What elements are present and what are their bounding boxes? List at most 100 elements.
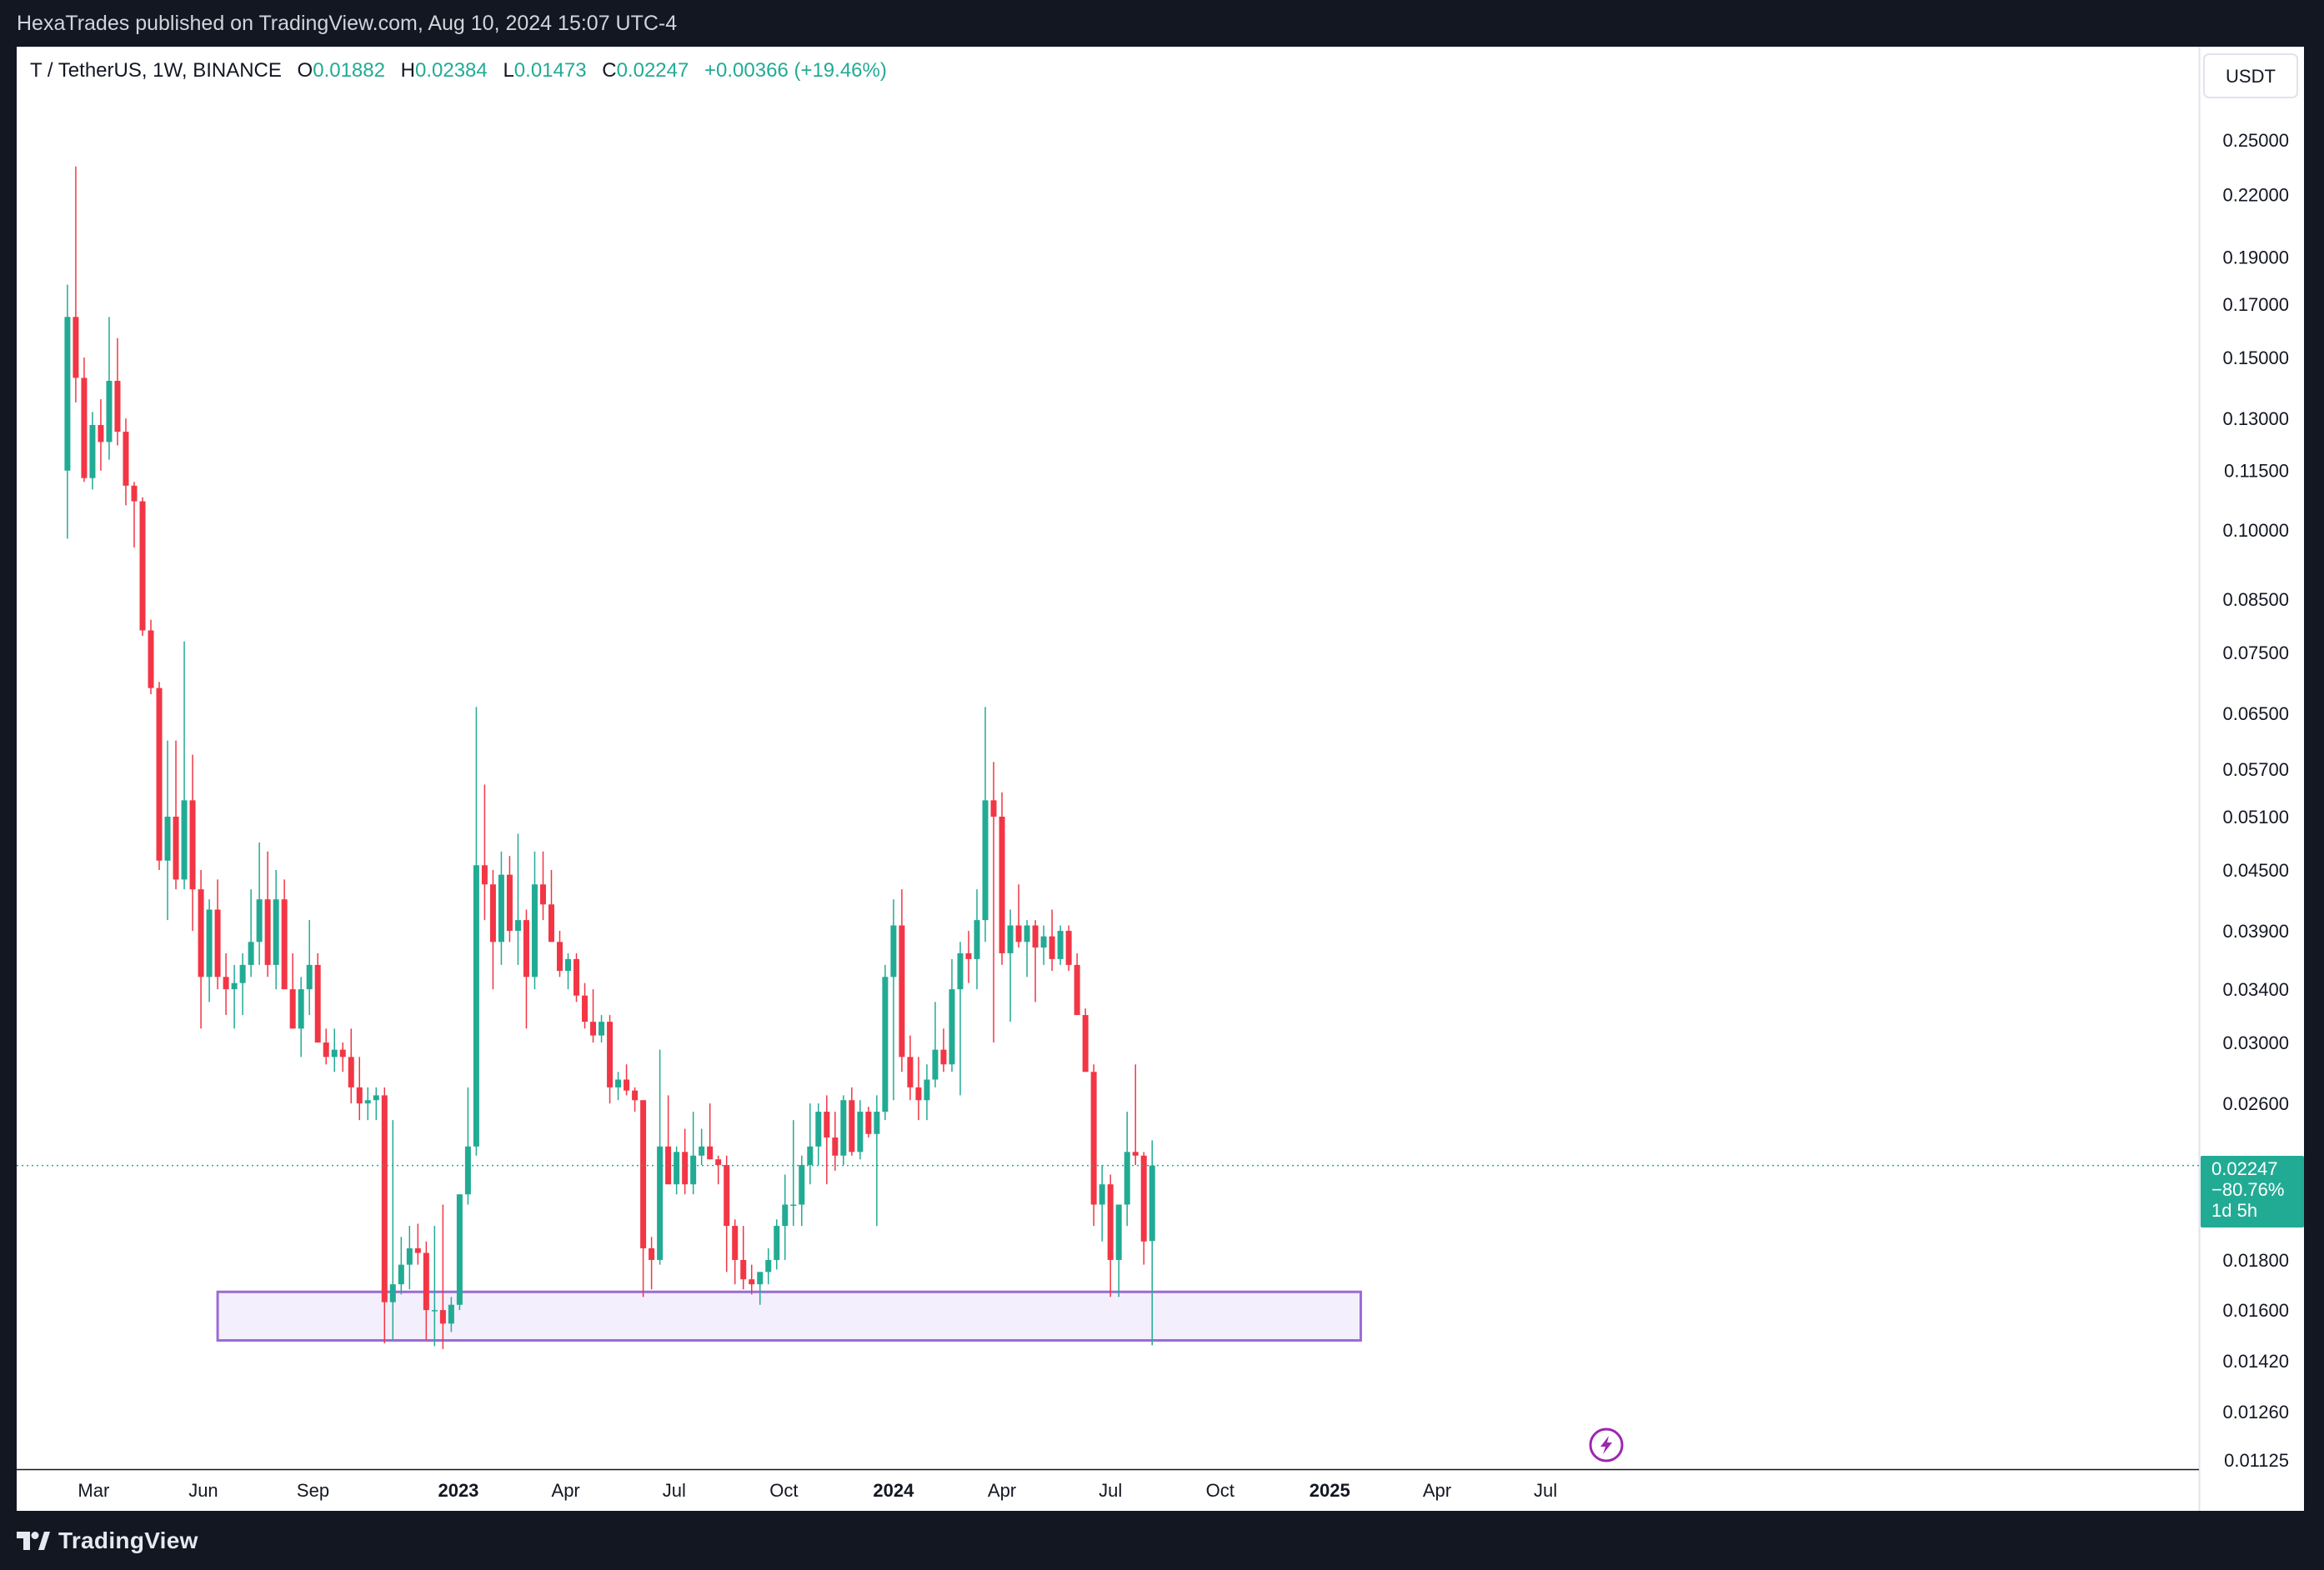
candle (949, 958, 955, 1072)
candle (757, 1272, 764, 1305)
time-tick-label: Sep (297, 1480, 329, 1501)
candle-body (1107, 1184, 1114, 1260)
candle-body (599, 1022, 605, 1036)
candle (832, 1112, 839, 1171)
currency-box[interactable] (2203, 53, 2298, 98)
candle-body (1149, 1165, 1155, 1242)
candle (214, 879, 221, 990)
price-tick-label: 0.04500 (2222, 860, 2289, 881)
candle (1057, 925, 1064, 965)
candle-body (1132, 1152, 1139, 1156)
candle-body (1057, 931, 1064, 959)
candle-body (506, 874, 513, 932)
candle (640, 1100, 647, 1298)
candle-body (799, 1164, 805, 1205)
publisher-text: HexaTrades published on TradingView.com,… (17, 12, 678, 35)
candle-body (389, 1284, 396, 1302)
candle-body (1040, 936, 1047, 948)
candle-body (348, 1057, 354, 1088)
candle (615, 1072, 622, 1101)
candle (824, 1095, 830, 1185)
candle-body (123, 432, 129, 486)
candle (782, 1174, 789, 1260)
footer-bar: TradingView (0, 1510, 2324, 1570)
candle-body (439, 1310, 446, 1324)
candle-body (473, 865, 479, 1147)
candle (974, 889, 980, 990)
candle (356, 1057, 363, 1121)
time-axis[interactable]: Mar Jun Sep 2023 Apr Jul Oct 2024 Apr Jul Oct 2025 A… (78, 1480, 1557, 1501)
candle (907, 1035, 914, 1101)
open-value: 0.01882 (313, 59, 385, 82)
candle (715, 1155, 722, 1185)
candle (164, 740, 171, 921)
candle (1132, 1064, 1139, 1165)
price-tick-label: 0.13000 (2222, 408, 2289, 429)
candle (799, 1155, 805, 1227)
candle-body (890, 925, 897, 978)
close-value: 0.02247 (616, 59, 689, 82)
candle (81, 358, 88, 482)
price-tick-label: 0.05100 (2222, 807, 2289, 828)
tradingview-logo[interactable]: TradingView (17, 1528, 198, 1553)
candlestick-chart[interactable]: 0.280000.250000.220000.190000.170000.150… (17, 48, 2304, 1511)
support-zone-layer (216, 1290, 1362, 1342)
candle-body (364, 1100, 371, 1104)
candle-body (531, 884, 538, 978)
chart-frame: 0.280000.250000.220000.190000.170000.150… (17, 47, 2304, 1511)
candle-body (423, 1252, 429, 1311)
candle (857, 1100, 864, 1160)
candle-body (1032, 925, 1039, 948)
price-tick-label: 0.17000 (2222, 294, 2289, 315)
candle (548, 869, 554, 942)
candle (439, 1204, 446, 1349)
candle-body (1090, 1072, 1097, 1205)
price-tick-label: 0.15000 (2222, 348, 2289, 368)
candle (573, 952, 580, 1002)
candle-body (189, 800, 196, 890)
candle-body (757, 1272, 764, 1285)
candle (740, 1226, 747, 1290)
candle-body (281, 899, 288, 990)
candle-body (657, 1146, 664, 1260)
candle (682, 1128, 689, 1195)
candle-body (957, 952, 964, 990)
candle-body (807, 1146, 814, 1165)
price-axis[interactable]: 0.280000.250000.220000.190000.170000.150… (2222, 82, 2289, 1471)
candle (1082, 1008, 1089, 1072)
candle (373, 1087, 379, 1121)
candle (774, 1219, 780, 1270)
price-tick-label: 0.01420 (2222, 1351, 2289, 1372)
candle (940, 1028, 947, 1072)
candle (364, 1087, 371, 1121)
candle-body (81, 378, 88, 478)
candle (590, 989, 597, 1043)
candle-body (740, 1259, 747, 1280)
candle-body (306, 964, 313, 990)
candle (649, 1237, 655, 1290)
candle-body (431, 1310, 438, 1312)
alert-lightning-icon[interactable] (1589, 1428, 1624, 1462)
candle (624, 1064, 630, 1096)
candle (765, 1248, 772, 1285)
candle (506, 856, 513, 942)
time-tick-label: Mar (78, 1480, 109, 1501)
candle (1107, 1174, 1114, 1298)
high-label: H (400, 59, 415, 82)
time-tick-label: Oct (1206, 1480, 1235, 1501)
symbol-title[interactable]: T / TetherUS, 1W, BINANCE (30, 59, 282, 82)
candle (699, 1128, 705, 1165)
candle (890, 899, 897, 1101)
candle-body (373, 1095, 379, 1101)
symbol-legend: T / TetherUS, 1W, BINANCE O0.01882 H0.02… (30, 59, 887, 82)
candle-body (1049, 936, 1055, 959)
candle (231, 964, 238, 1029)
candle-body (239, 964, 246, 983)
candle (1090, 1064, 1097, 1227)
candle (139, 497, 146, 637)
candle-body (724, 1164, 730, 1227)
candle-body (89, 425, 96, 478)
candle-body (857, 1112, 864, 1152)
candle (539, 851, 546, 921)
candle (448, 1297, 454, 1332)
